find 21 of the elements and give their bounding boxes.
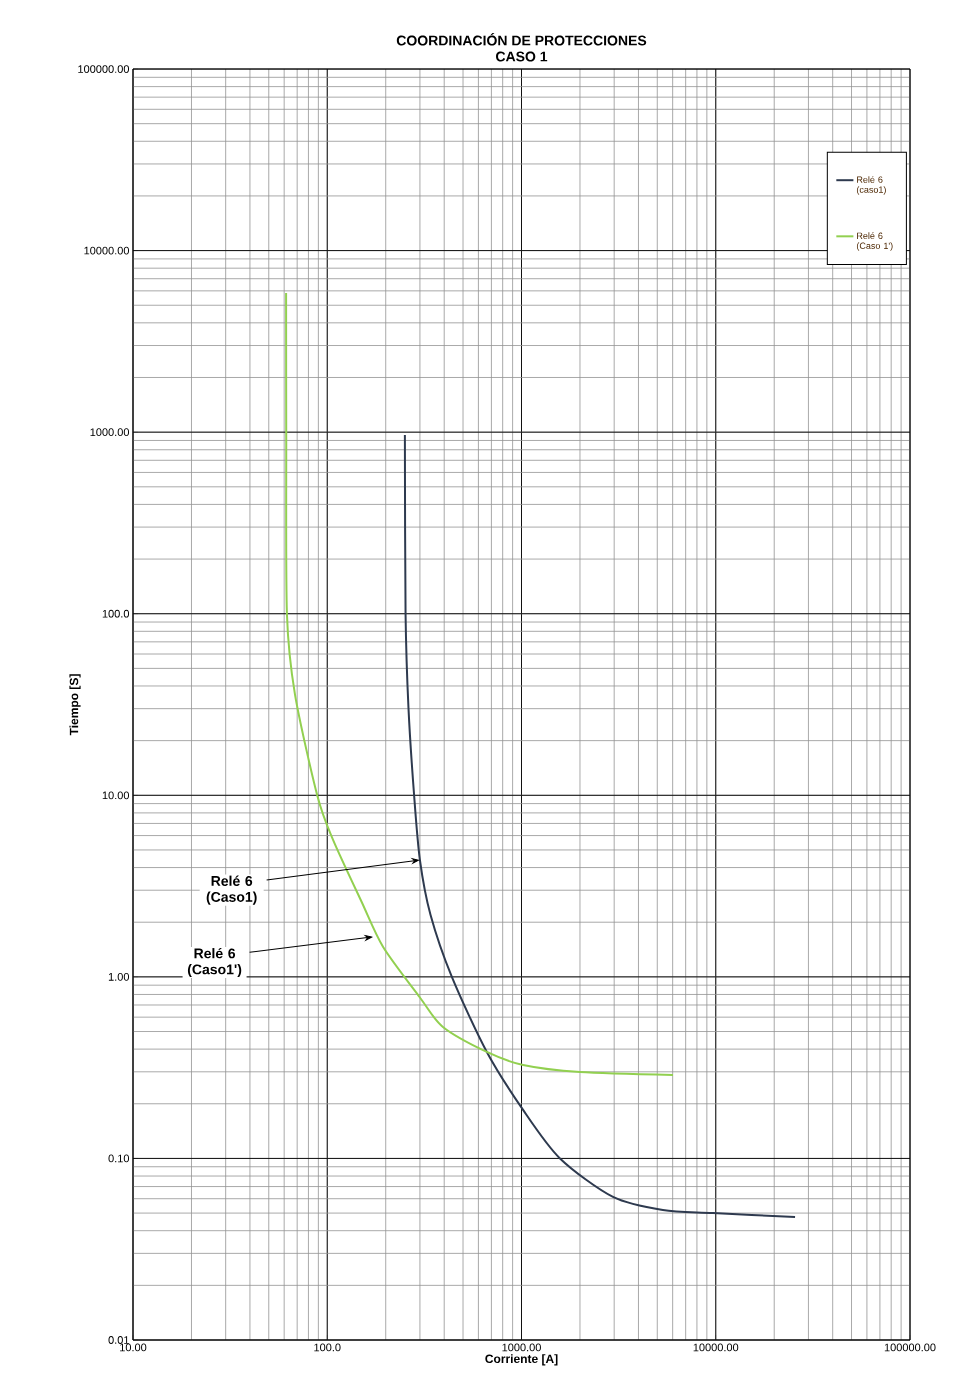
legend-label: Relé 6 (caso1) <box>856 176 886 195</box>
x-axis-title: Corriente [A] <box>485 1354 558 1366</box>
x-tick-label: 10000.00 <box>693 1343 739 1352</box>
y-tick-label: 1000.00 <box>90 428 130 437</box>
y-tick-label: 0.01 <box>108 1336 129 1344</box>
x-tick-label: 100000.00 <box>884 1343 936 1352</box>
y-axis-title: Tiempo [S] <box>69 674 81 736</box>
legend-label: Relé 6 (Caso 1') <box>856 232 893 251</box>
annotation: Relé 6 (Caso1') <box>187 947 242 978</box>
chart-title: COORDINACIÓN DE PROTECCIONES <box>396 32 647 46</box>
y-tick-label: 10000.00 <box>84 246 130 255</box>
y-tick-label: 10.00 <box>102 791 130 800</box>
x-tick-label: 100.0 <box>314 1343 341 1352</box>
y-tick-label: 1.00 <box>108 972 130 981</box>
annotation: Relé 6 (Caso1) <box>206 875 257 905</box>
x-tick-label: 1000.00 <box>502 1343 541 1352</box>
y-tick-label: 0.10 <box>108 1154 130 1163</box>
y-tick-label: 100000.00 <box>78 65 130 73</box>
chart-subtitle: CASO 1 <box>496 51 548 62</box>
x-tick-label: 10.00 <box>120 1343 147 1352</box>
y-tick-label: 100.0 <box>102 609 130 618</box>
